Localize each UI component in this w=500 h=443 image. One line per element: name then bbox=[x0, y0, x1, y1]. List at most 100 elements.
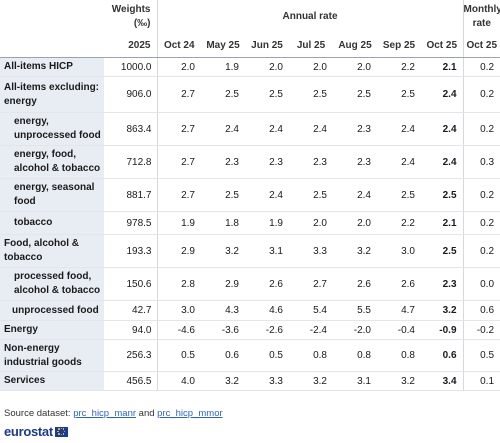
annual-rate-cell: 3.2 bbox=[201, 234, 245, 268]
monthly-rate-cell: 0.2 bbox=[462, 211, 500, 235]
annual-rate-cell: 3.2 bbox=[289, 371, 333, 391]
annual-rate-cell: 0.5 bbox=[245, 339, 289, 372]
corner-cell-2 bbox=[0, 33, 104, 58]
weight-cell: 42.7 bbox=[104, 300, 157, 321]
annual-rate-cell: 2.7 bbox=[156, 145, 201, 179]
annual-rate-cell: 2.3 bbox=[289, 145, 333, 179]
annual-rate-cell: 2.5 bbox=[201, 178, 245, 212]
table-row: Services 456.5 4.0 3.2 3.3 3.2 3.1 3.2 3.4 0.1 bbox=[0, 371, 500, 391]
row-label: energy, seasonal food bbox=[0, 178, 104, 212]
eurostat-logo: eurostat bbox=[4, 424, 68, 439]
annual-rate-cell: 0.8 bbox=[289, 339, 333, 372]
col-header: Oct 25 bbox=[462, 33, 500, 58]
annual-rate-cell: 4.6 bbox=[245, 300, 289, 321]
annual-rate-cell: 0.5 bbox=[156, 339, 201, 372]
monthly-rate-cell: 0.1 bbox=[462, 371, 500, 391]
monthly-rate-cell: 0.2 bbox=[462, 57, 500, 77]
weight-cell: 978.5 bbox=[104, 211, 157, 235]
annual-rate-cell: 2.1 bbox=[421, 211, 464, 235]
weight-cell: 193.3 bbox=[104, 234, 157, 268]
corner-cell bbox=[0, 0, 104, 33]
annual-rate-cell: 3.0 bbox=[156, 300, 201, 321]
annual-rate-cell: 1.9 bbox=[201, 57, 245, 77]
annual-rate-cell: 5.4 bbox=[289, 300, 333, 321]
table-row: energy, seasonal food 881.7 2.7 2.5 2.4 2.5 2.… bbox=[0, 178, 500, 212]
weight-cell: 94.0 bbox=[104, 320, 157, 340]
annual-rate-cell: 1.9 bbox=[156, 211, 201, 235]
weight-cell: 1000.0 bbox=[104, 57, 157, 77]
monthly-rate-cell: 0.2 bbox=[462, 76, 500, 113]
annual-rate-cell: 5.5 bbox=[333, 300, 377, 321]
monthly-rate-cell: 0.2 bbox=[462, 112, 500, 146]
annual-rate-cell: 1.8 bbox=[201, 211, 245, 235]
annual-rate-cell: 4.7 bbox=[377, 300, 421, 321]
annual-rate-cell: 2.1 bbox=[421, 57, 464, 77]
link-prc-hicp-mmor[interactable]: prc_hicp_mmor bbox=[157, 408, 223, 419]
annual-rate-cell: 2.4 bbox=[377, 145, 421, 179]
annual-rate-cell: 2.5 bbox=[333, 76, 377, 113]
hicp-table: Weights (‰) Annual rate Monthly rate 202… bbox=[0, 0, 500, 391]
weights-header: Weights (‰) bbox=[111, 3, 151, 29]
annual-rate-cell: 0.8 bbox=[333, 339, 377, 372]
annual-rate-cell: 3.1 bbox=[245, 234, 289, 268]
annual-rate-cell: 2.7 bbox=[156, 76, 201, 113]
col-header: Oct 25 bbox=[421, 33, 464, 58]
row-label: Food, alcohol & tobacco bbox=[0, 234, 104, 268]
annual-rate-cell: 2.5 bbox=[377, 178, 421, 212]
annual-rate-cell: 2.5 bbox=[289, 178, 333, 212]
row-label: All-items excluding: energy bbox=[0, 76, 104, 113]
row-label: Non-energy industrial goods bbox=[0, 339, 104, 372]
col-header: May 25 bbox=[201, 33, 245, 58]
col-header: Sep 25 bbox=[377, 33, 421, 58]
row-label: unprocessed food bbox=[0, 300, 104, 321]
annual-rate-cell: 2.9 bbox=[201, 267, 245, 301]
col-header: 2025 bbox=[104, 33, 157, 58]
link-prc-hicp-manr[interactable]: prc_hicp_manr bbox=[73, 408, 137, 419]
monthly-rate-cell: 0.6 bbox=[462, 300, 500, 321]
annual-rate-cell: 2.4 bbox=[245, 112, 289, 146]
weight-cell: 906.0 bbox=[104, 76, 157, 113]
table-row: All-items excluding: energy 906.0 2.7 2.5 2.… bbox=[0, 76, 500, 113]
row-label: Energy bbox=[0, 320, 104, 340]
annual-rate-cell: -2.0 bbox=[333, 320, 377, 340]
annual-rate-cell: 2.4 bbox=[201, 112, 245, 146]
annual-rate-cell: 2.4 bbox=[333, 178, 377, 212]
annual-rate-cell: 1.9 bbox=[245, 211, 289, 235]
annual-rate-cell: 2.2 bbox=[377, 211, 421, 235]
source-prefix: Source dataset: bbox=[4, 408, 74, 419]
table-row: tobacco 978.5 1.9 1.8 1.9 2.0 2.0 2.2 2.1 0.2 bbox=[0, 211, 500, 235]
annual-rate-cell: 2.7 bbox=[289, 267, 333, 301]
table-row: All-items HICP 1000.0 2.0 1.9 2.0 2.0 2.0 2.2 2.… bbox=[0, 57, 500, 77]
annual-rate-cell: 0.6 bbox=[421, 339, 464, 372]
annual-rate-cell: -0.9 bbox=[421, 320, 464, 340]
annual-rate-cell: 2.6 bbox=[377, 267, 421, 301]
weight-cell: 863.4 bbox=[104, 112, 157, 146]
annual-rate-cell: 4.3 bbox=[201, 300, 245, 321]
eu-flag-icon bbox=[54, 426, 68, 437]
annual-rate-cell: 2.3 bbox=[201, 145, 245, 179]
row-label: Services bbox=[0, 371, 104, 391]
weight-cell: 712.8 bbox=[104, 145, 157, 179]
table-row: Energy 94.0 -4.6 -3.6 -2.6 -2.4 -2.0 -0.4 -0.9 -0… bbox=[0, 320, 500, 340]
table-row: energy, unprocessed food 863.4 2.7 2.4 2.4 2.… bbox=[0, 112, 500, 146]
annual-rate-cell: 2.2 bbox=[377, 57, 421, 77]
annual-rate-cell: 2.3 bbox=[333, 145, 377, 179]
row-label: energy, food, alcohol & tobacco bbox=[0, 145, 104, 179]
annual-rate-cell: 3.2 bbox=[333, 234, 377, 268]
table-row: processed food, alcohol & tobacco 150.6 2.… bbox=[0, 267, 500, 301]
annual-rate-cell: 2.0 bbox=[289, 57, 333, 77]
monthly-rate-cell: 0.3 bbox=[462, 145, 500, 179]
weight-cell: 456.5 bbox=[104, 371, 157, 391]
table-row: Non-energy industrial goods 256.3 0.5 0.6 0.… bbox=[0, 339, 500, 372]
annual-rate-cell: 2.3 bbox=[333, 112, 377, 146]
table-row: Food, alcohol & tobacco 193.3 2.9 3.2 3.1 3.3… bbox=[0, 234, 500, 268]
annual-rate-cell: 3.1 bbox=[333, 371, 377, 391]
annual-rate-cell: -0.4 bbox=[377, 320, 421, 340]
annual-rate-cell: 3.2 bbox=[421, 300, 464, 321]
annual-rate-cell: -4.6 bbox=[156, 320, 201, 340]
annual-rate-cell: 3.2 bbox=[201, 371, 245, 391]
annual-rate-cell: 2.6 bbox=[333, 267, 377, 301]
annual-rate-cell: 2.3 bbox=[421, 267, 464, 301]
annual-rate-cell: 2.0 bbox=[245, 57, 289, 77]
source-note: Source dataset: prc_hicp_manr and prc_hi… bbox=[4, 408, 223, 419]
